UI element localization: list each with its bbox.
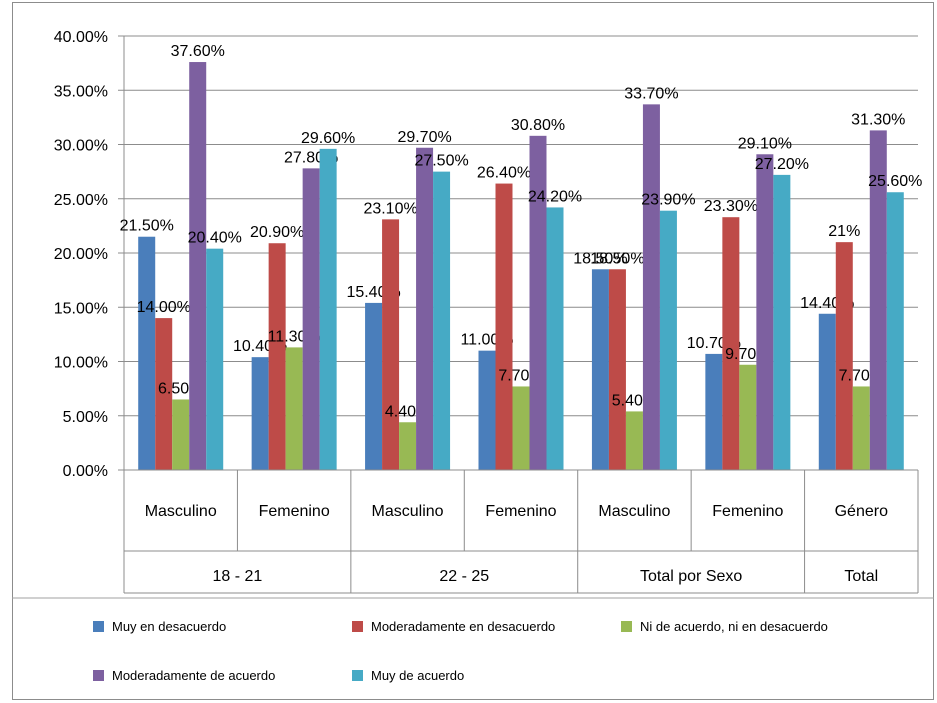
- bar: [399, 422, 417, 470]
- legend-label: Muy en desacuerdo: [112, 619, 226, 634]
- data-label: 29.60%: [301, 130, 355, 147]
- bar: [268, 243, 286, 470]
- data-label: 33.70%: [624, 85, 678, 102]
- bar: [852, 386, 870, 470]
- data-label: 29.10%: [738, 135, 792, 152]
- data-label: 23.90%: [641, 192, 695, 209]
- bar: [478, 350, 496, 470]
- bar: [206, 248, 224, 470]
- data-label: 30.80%: [511, 117, 565, 134]
- bar: [172, 399, 190, 470]
- data-label: 27.50%: [414, 153, 468, 170]
- data-label: 25.60%: [868, 173, 922, 190]
- y-tick-label: 5.00%: [63, 409, 108, 426]
- bar: [642, 104, 660, 470]
- bar: [512, 386, 530, 470]
- bar: [625, 411, 643, 470]
- bar: [155, 318, 173, 470]
- x-group-label: Total por Sexo: [640, 568, 742, 585]
- bar: [285, 347, 303, 470]
- data-label: 26.40%: [477, 165, 531, 182]
- y-tick-label: 25.00%: [54, 192, 108, 209]
- data-label: 29.70%: [397, 129, 451, 146]
- y-tick-label: 20.00%: [54, 246, 108, 263]
- x-tick-label: Masculino: [372, 503, 444, 520]
- bar: [739, 364, 757, 470]
- legend-swatch: [352, 621, 363, 632]
- legend-label: Moderadamente en desacuerdo: [371, 619, 555, 634]
- x-group-label: Total: [844, 568, 878, 585]
- legend-swatch: [93, 670, 104, 681]
- bar: [302, 168, 320, 470]
- legend-label: Ni de acuerdo, ni en desacuerdo: [640, 619, 828, 634]
- bar: [251, 357, 269, 470]
- bar: [835, 242, 853, 470]
- bar: [433, 171, 451, 470]
- data-label: 14.00%: [137, 299, 191, 316]
- data-label: 37.60%: [171, 43, 225, 60]
- data-label: 21.50%: [120, 218, 174, 235]
- bar: [365, 302, 383, 470]
- bar: [495, 183, 513, 470]
- bar: [705, 353, 723, 470]
- bar: [869, 130, 887, 470]
- bar: [756, 154, 774, 470]
- bar: [886, 192, 904, 471]
- bar: [189, 62, 207, 470]
- data-label: 23.10%: [363, 200, 417, 217]
- data-label: 21%: [828, 223, 860, 240]
- bar: [138, 236, 156, 470]
- bar: [722, 217, 740, 470]
- bar: [773, 174, 791, 470]
- x-tick-label: Femenino: [485, 503, 556, 520]
- data-label: 20.90%: [250, 224, 304, 241]
- legend-swatch: [93, 621, 104, 632]
- bar: [529, 135, 547, 470]
- legend-label: Moderadamente de acuerdo: [112, 668, 275, 683]
- y-tick-label: 35.00%: [54, 83, 108, 100]
- x-tick-label: Femenino: [712, 503, 783, 520]
- data-label: 31.30%: [851, 111, 905, 128]
- data-label: 18.50%: [590, 250, 644, 267]
- x-tick-label: Masculino: [598, 503, 670, 520]
- y-tick-label: 40.00%: [54, 29, 108, 46]
- legend-swatch: [352, 670, 363, 681]
- bar: [546, 207, 564, 470]
- data-label: 27.20%: [755, 156, 809, 173]
- x-group-label: 18 - 21: [213, 568, 263, 585]
- bar: [382, 219, 400, 470]
- y-tick-label: 15.00%: [54, 300, 108, 317]
- data-label: 20.40%: [188, 230, 242, 247]
- data-label: 18.50%: [573, 250, 627, 267]
- bar: [608, 269, 626, 470]
- legend-swatch: [621, 621, 632, 632]
- x-tick-label: Género: [835, 503, 888, 520]
- bar: [591, 269, 609, 470]
- data-label: 23.30%: [704, 198, 758, 215]
- x-group-label: 22 - 25: [439, 568, 489, 585]
- bar: [416, 147, 434, 470]
- legend-label: Muy de acuerdo: [371, 668, 464, 683]
- y-tick-label: 0.00%: [63, 463, 108, 480]
- x-tick-label: Femenino: [259, 503, 330, 520]
- x-tick-label: Masculino: [145, 503, 217, 520]
- bar: [818, 313, 836, 470]
- bar: [319, 148, 337, 470]
- y-tick-label: 30.00%: [54, 138, 108, 155]
- y-tick-label: 10.00%: [54, 355, 108, 372]
- bar: [659, 210, 677, 470]
- data-label: 24.20%: [528, 188, 582, 205]
